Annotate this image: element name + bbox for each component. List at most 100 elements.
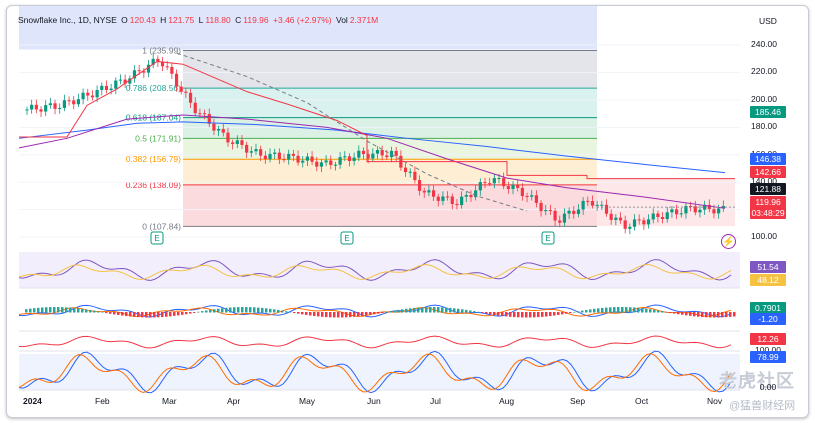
price-tag-label[interactable]: 12.26 <box>750 333 786 345</box>
time-axis-label[interactable]: Sep <box>570 396 586 406</box>
macd-histogram-bar <box>65 307 68 313</box>
time-axis-label[interactable]: Nov <box>707 396 723 406</box>
high-value: 121.75 <box>168 15 195 25</box>
candle-body <box>618 217 623 221</box>
time-axis-label[interactable]: Jun <box>367 396 381 406</box>
price-tag-label[interactable]: 51.54 <box>750 261 786 273</box>
fib-level-label: 1 (235.99) <box>142 45 181 55</box>
candle-body <box>632 219 637 227</box>
candle-body <box>497 178 501 180</box>
time-axis-label[interactable]: May <box>299 396 316 406</box>
macd-histogram-bar <box>509 312 512 317</box>
time-axis-label[interactable]: Feb <box>95 396 110 406</box>
candle-body <box>361 150 366 155</box>
candle-body <box>179 86 183 92</box>
currency-label[interactable]: USD <box>759 16 777 26</box>
candle-body <box>114 80 118 89</box>
time-axis-label[interactable]: Apr <box>227 396 241 406</box>
macd-histogram-bar <box>213 309 216 313</box>
macd-histogram-bar <box>409 308 412 313</box>
candle-body <box>212 123 216 131</box>
lightning-icon[interactable]: ⚡ <box>721 234 736 249</box>
price-tag-label[interactable]: 185.46 <box>750 106 786 118</box>
macd-histogram-bar <box>501 312 504 316</box>
macd-histogram-bar <box>657 310 660 313</box>
macd-histogram-bar <box>341 312 344 318</box>
watermark-logo: 老虎社区 <box>719 371 795 391</box>
macd-histogram-bar <box>453 308 456 313</box>
candle-body <box>553 210 557 221</box>
candle-body <box>530 195 534 197</box>
candle-body <box>109 88 113 90</box>
price-tag-label[interactable]: 48.12 <box>750 274 786 286</box>
macd-histogram-bar <box>77 308 80 313</box>
macd-histogram-bar <box>553 312 556 316</box>
macd-histogram-bar <box>109 312 112 314</box>
earnings-marker-icon: E <box>154 234 159 243</box>
macd-histogram-bar <box>541 312 544 317</box>
price-tag-label[interactable]: 146.38 <box>750 153 786 165</box>
macd-histogram-bar <box>405 308 408 313</box>
macd-histogram-bar <box>729 312 732 317</box>
time-axis-label[interactable]: 2024 <box>23 396 42 406</box>
change-value: +3.46 (+2.97%) <box>273 15 332 25</box>
price-tag-label[interactable]: 03:48:29 <box>750 207 786 219</box>
price-tag-label[interactable]: 119.96 <box>750 196 786 208</box>
price-tag-label[interactable]: 78.99 <box>750 351 786 363</box>
price-tag-label[interactable]: 0.7901 <box>750 302 786 314</box>
candle-body <box>58 107 62 109</box>
macd-histogram-bar <box>421 307 424 313</box>
candle-body <box>586 200 590 202</box>
macd-histogram-bar <box>265 308 268 313</box>
time-axis-label[interactable]: Mar <box>162 396 177 406</box>
symbol-title[interactable]: Snowflake Inc., 1D, NYSE <box>18 15 117 25</box>
price-tag-label[interactable]: 0.00 <box>759 382 777 392</box>
candle-body <box>651 213 655 220</box>
macd-histogram-bar <box>585 309 588 313</box>
candle-body <box>562 213 567 223</box>
macd-histogram-bar <box>721 312 724 318</box>
candle-body <box>315 161 319 167</box>
candle-body <box>637 219 641 221</box>
price-tag-label[interactable]: 142.66 <box>750 166 786 178</box>
candle-body <box>104 85 109 90</box>
macd-histogram-bar <box>389 311 392 313</box>
macd-histogram-bar <box>301 312 304 315</box>
candle-body <box>235 140 239 144</box>
macd-histogram-bar <box>337 312 340 318</box>
price-tag-label[interactable]: 100.00 <box>755 345 781 355</box>
macd-histogram-bar <box>681 312 684 315</box>
candle-body <box>202 113 207 115</box>
macd-histogram-bar <box>97 311 100 313</box>
macd-histogram-bar <box>653 309 656 313</box>
fib-level-label: 0.236 (138.09) <box>126 180 181 190</box>
macd-histogram-bar <box>261 307 264 313</box>
macd-histogram-bar <box>165 312 168 317</box>
macd-histogram-bar <box>625 307 628 313</box>
earnings-marker-icon: E <box>545 234 550 243</box>
candle-body <box>385 155 389 158</box>
macd-histogram-bar <box>181 312 184 315</box>
date-range-highlight <box>19 6 183 50</box>
time-axis-label[interactable]: Jul <box>430 396 441 406</box>
candle-body <box>516 184 520 188</box>
time-axis-label[interactable]: Oct <box>635 396 649 406</box>
candle-body <box>25 109 29 111</box>
candle-body <box>142 71 146 73</box>
macd-histogram-bar <box>117 312 120 316</box>
candle-body <box>380 150 384 156</box>
macd-histogram-bar <box>597 308 600 313</box>
macd-histogram-bar <box>25 309 28 313</box>
candle-body <box>268 153 272 160</box>
price-tag-label[interactable]: -1.20 <box>750 313 786 325</box>
macd-histogram-bar <box>693 312 696 317</box>
candle-body <box>100 85 104 90</box>
candle-body <box>137 70 141 72</box>
stoch-d-line <box>18 353 732 393</box>
price-tag-label[interactable]: 121.88 <box>750 183 786 195</box>
macd-histogram-bar <box>449 307 452 313</box>
macd-histogram-bar <box>53 307 56 313</box>
macd-histogram-bar <box>577 311 580 313</box>
time-axis-label[interactable]: Aug <box>499 396 515 406</box>
chart-canvas[interactable]: 1 (235.99) 0.786 (208.56) 0.618 (187.04) 0.… <box>7 6 808 417</box>
